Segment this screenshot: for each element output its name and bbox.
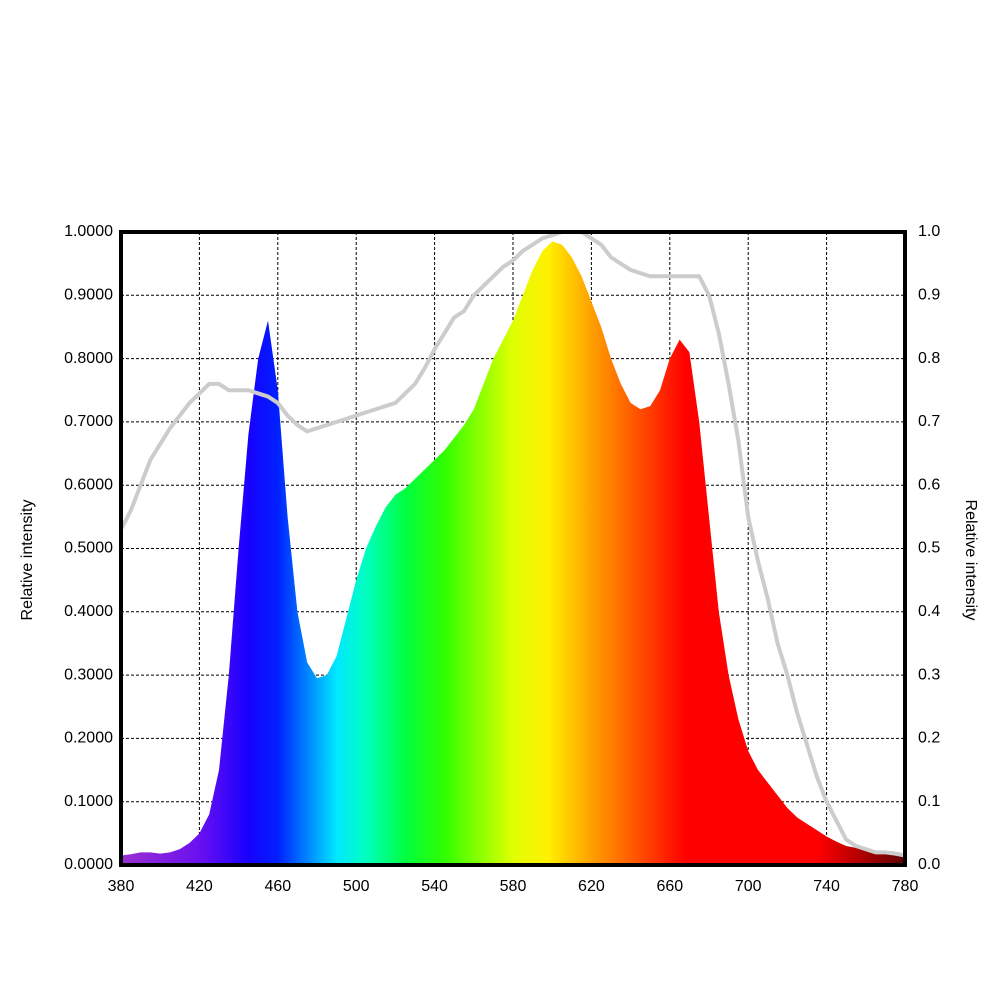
x-tick-label: 660	[656, 878, 683, 895]
y2-tick-label: 0.6	[918, 476, 940, 493]
y2-tick-label: 0.9	[918, 287, 940, 304]
x-tick-label: 500	[343, 878, 370, 895]
x-tick-label: 620	[578, 878, 605, 895]
x-tick-label: 380	[108, 878, 135, 895]
y-tick-label: 0.7000	[64, 413, 113, 430]
reference-line	[119, 230, 906, 858]
y2-tick-label: 0.3	[918, 666, 940, 683]
y-tick-label: 0.6000	[64, 476, 113, 493]
y-tick-label: 1.0000	[64, 223, 113, 240]
y-tick-label: 0.0000	[64, 856, 113, 873]
y-tick-label: 0.5000	[64, 540, 113, 557]
y2-tick-label: 0.4	[918, 603, 940, 620]
y-axis-label: Relative intensity	[19, 500, 36, 621]
y2-tick-label: 0.8	[918, 350, 940, 367]
x-tick-label: 580	[500, 878, 527, 895]
y2-tick-label: 0.7	[918, 413, 940, 430]
y2-tick-label: 1.0	[918, 223, 940, 240]
x-tick-label: 700	[735, 878, 762, 895]
x-tick-label: 540	[421, 878, 448, 895]
y2-tick-label: 0.2	[918, 730, 940, 747]
y2-axis-label: Relative intensity	[962, 500, 979, 621]
y-tick-label: 0.9000	[64, 287, 113, 304]
y-tick-label: 0.1000	[64, 793, 113, 810]
spectrum-area	[121, 241, 905, 865]
y2-tick-label: 0.1	[918, 793, 940, 810]
y2-tick-label: 0.0	[918, 856, 940, 873]
x-tick-label: 460	[264, 878, 291, 895]
x-tick-label: 420	[186, 878, 213, 895]
x-tick-label: 740	[813, 878, 840, 895]
y-tick-label: 0.4000	[64, 603, 113, 620]
x-tick-label: 780	[892, 878, 919, 895]
plot-frame	[119, 230, 907, 867]
y2-tick-label: 0.5	[918, 540, 940, 557]
y-tick-label: 0.3000	[64, 666, 113, 683]
y-tick-label: 0.2000	[64, 730, 113, 747]
y-tick-label: 0.8000	[64, 350, 113, 367]
